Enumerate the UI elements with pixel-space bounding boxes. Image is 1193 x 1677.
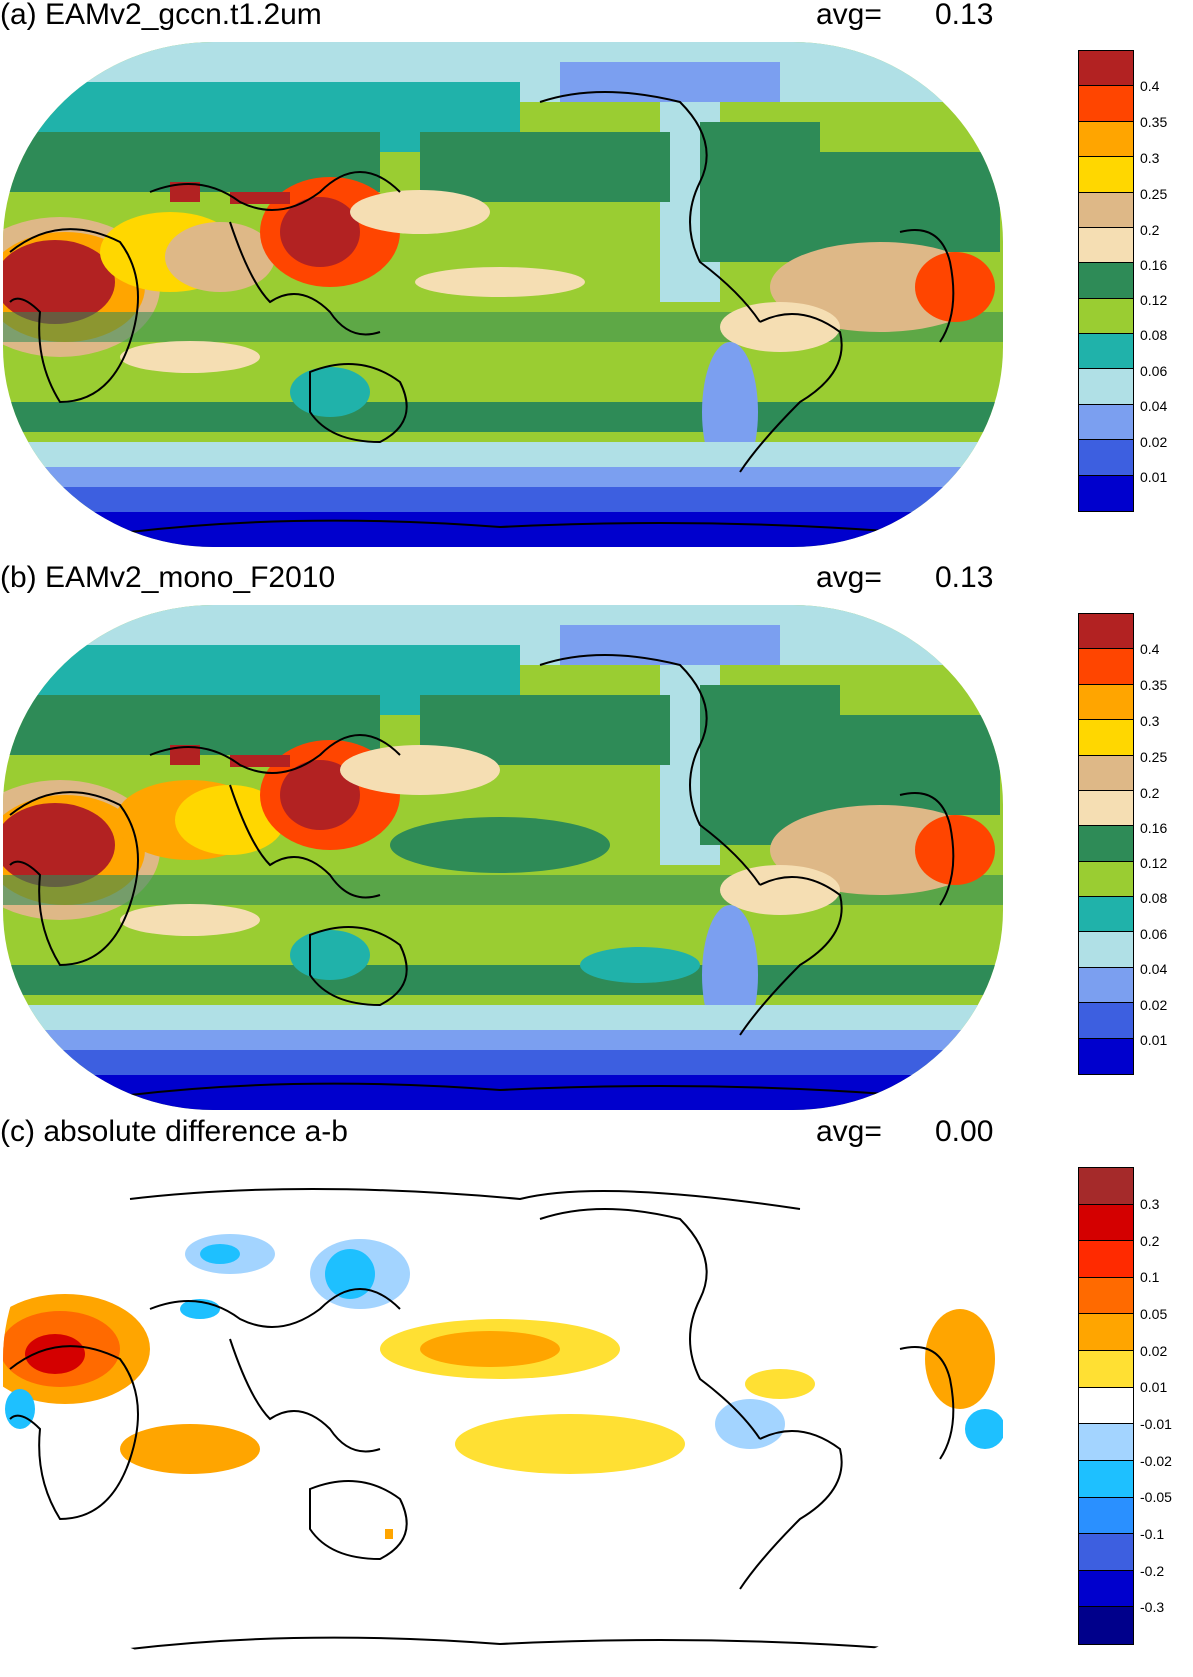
colorbar-swatch [1079,404,1133,441]
colorbar-swatch [1079,932,1133,968]
avg-value: 0.13 [935,561,994,594]
colorbar-swatch [1079,1038,1133,1074]
colorbar-label: 0.02 [1140,1343,1168,1359]
colorbar-label: -0.3 [1140,1599,1165,1615]
colorbar-label: 0.02 [1140,997,1168,1013]
colorbar-label: 0.25 [1140,749,1168,765]
avg-label: avg= [816,1115,882,1148]
colorbar-label: -0.05 [1140,1489,1172,1505]
colorbar-swatch [1079,227,1133,264]
avg-label: avg= [816,0,882,31]
panel-c: (c) absolute difference a-b avg= 0.00 [0,1117,1193,1677]
colorbar-label: 0.25 [1140,186,1168,202]
colorbar-swatch [1079,649,1133,685]
colorbar-swatch [1079,790,1133,827]
avg-value: 0.00 [935,1115,994,1148]
panel-a: (a) EAMv2_gccn.t1.2um avg= 0.13 [0,0,1193,560]
colorbar-swatch [1079,298,1133,335]
colorbar-label: -0.01 [1140,1416,1172,1432]
colorbar-label: -0.2 [1140,1563,1165,1579]
panel-title: (c) absolute difference a-b [0,1115,348,1148]
colorbar-label: 0.3 [1140,150,1160,166]
avg-value: 0.13 [935,0,994,31]
colorbar-swatch [1079,263,1133,299]
colorbar-label: 0.08 [1140,327,1168,343]
colorbar-swatch [1079,369,1133,405]
colorbar-swatches [1078,1167,1134,1645]
colorbar-label: 0.12 [1140,855,1168,871]
colorbar-label: 0.01 [1140,469,1168,485]
colorbar-swatch [1079,1277,1133,1315]
colorbar-swatch [1079,51,1133,87]
colorbar-label: 0.12 [1140,292,1168,308]
colorbar-swatch [1079,614,1133,650]
panel-title: (a) EAMv2_gccn.t1.2um [0,0,322,31]
colorbar-label: 0.04 [1140,398,1168,414]
colorbar-swatch [1079,1314,1133,1352]
colorbar-label: 0.06 [1140,926,1168,942]
colorbar-swatches [1078,50,1134,512]
colorbar-label: 0.04 [1140,961,1168,977]
colorbar-swatch [1079,440,1133,476]
colorbar-swatch [1079,192,1133,228]
colorbar-label: 0.2 [1140,1233,1160,1249]
colorbar-swatch [1079,967,1133,1004]
colorbar-swatch [1079,121,1133,158]
colorbar-label: 0.2 [1140,785,1160,801]
colorbar-swatch [1079,1003,1133,1039]
colorbar-swatch [1079,86,1133,122]
colorbar-label: 0.4 [1140,641,1160,657]
global-map [3,605,1003,1110]
colorbar-swatch [1079,1241,1133,1278]
colorbar-label: 0.05 [1140,1306,1168,1322]
colorbar-swatch [1079,861,1133,898]
colorbar-label: 0.35 [1140,114,1168,130]
colorbar-swatch [1079,1607,1133,1644]
colorbar-swatches [1078,613,1134,1075]
colorbar-label: 0.06 [1140,363,1168,379]
colorbar-swatch [1079,1460,1133,1498]
colorbar-label: 0.4 [1140,78,1160,94]
colorbar-label: -0.02 [1140,1453,1172,1469]
colorbar-swatch [1079,157,1133,193]
colorbar-swatch [1079,755,1133,791]
colorbar-label: 0.16 [1140,820,1168,836]
colorbar-label: 0.3 [1140,1196,1160,1212]
colorbar-swatch [1079,1168,1133,1205]
avg-label: avg= [816,561,882,594]
global-map [3,42,1003,547]
colorbar-swatch [1079,1497,1133,1535]
colorbar-swatch [1079,720,1133,756]
colorbar-swatch [1079,334,1133,370]
colorbar-label: 0.02 [1140,434,1168,450]
colorbar-label: 0.16 [1140,257,1168,273]
colorbar-label: -0.1 [1140,1526,1165,1542]
colorbar-label: 0.01 [1140,1032,1168,1048]
colorbar-swatch [1079,1387,1133,1425]
colorbar-swatch [1079,897,1133,933]
colorbar-label: 0.35 [1140,677,1168,693]
colorbar-swatch [1079,684,1133,721]
colorbar-swatch [1079,1424,1133,1461]
colorbar-label: 0.08 [1140,890,1168,906]
global-map [3,1159,1003,1664]
panel-b: (b) EAMv2_mono_F2010 avg= 0.13 [0,563,1193,1123]
colorbar-swatch [1079,1204,1133,1242]
colorbar-swatch [1079,475,1133,511]
colorbar-swatch [1079,1534,1133,1571]
colorbar-swatch [1079,1351,1133,1388]
colorbar-swatch [1079,1570,1133,1608]
panel-title: (b) EAMv2_mono_F2010 [0,561,336,594]
colorbar-label: 0.1 [1140,1269,1160,1285]
colorbar-label: 0.01 [1140,1379,1168,1395]
colorbar-label: 0.2 [1140,222,1160,238]
colorbar-label: 0.3 [1140,713,1160,729]
colorbar-swatch [1079,826,1133,862]
